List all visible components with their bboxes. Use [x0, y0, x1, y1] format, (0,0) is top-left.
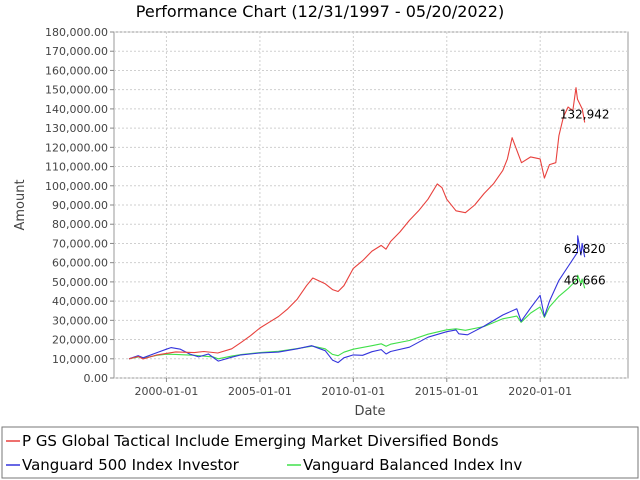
x-tick-label: 2020-01-01 [508, 385, 572, 398]
legend-label: Vanguard Balanced Index Inv [303, 456, 522, 474]
y-tick-label: 150,000.00 [45, 84, 108, 97]
y-tick-label: 60,000.00 [52, 257, 108, 270]
y-tick-label: 160,000.00 [45, 64, 108, 77]
y-tick-label: 170,000.00 [45, 45, 108, 58]
y-tick-label: 10,000.00 [52, 353, 108, 366]
series-line-2 [128, 235, 586, 364]
y-axis-ticks: 0.00 10,000.00 20,000.00 30,000.00 40,000.00… [45, 26, 114, 385]
y-tick-label: 20,000.00 [52, 334, 108, 347]
end-labels: 46,666 62,820 132,942 [560, 107, 610, 287]
y-tick-label: 50,000.00 [52, 276, 108, 289]
y-tick-label: 80,000.00 [52, 218, 108, 231]
legend-label: Vanguard 500 Index Investor [22, 456, 240, 474]
series-lines [128, 87, 586, 364]
y-tick-label: 110,000.00 [45, 161, 108, 174]
x-axis-ticks: 2000-01-01 2005-01-01 2010-01-01 2015-01-01… [134, 378, 572, 398]
end-value-label: 132,942 [560, 107, 610, 121]
y-tick-label: 90,000.00 [52, 199, 108, 212]
y-tick-label: 120,000.00 [45, 141, 108, 154]
y-tick-label: 30,000.00 [52, 314, 108, 327]
y-axis-label: Amount [13, 179, 28, 230]
y-tick-label: 0.00 [84, 372, 109, 385]
y-tick-label: 180,000.00 [45, 26, 108, 39]
legend-item-series-2: Vanguard 500 Index Investor [6, 456, 240, 474]
end-value-label: 62,820 [564, 242, 606, 256]
chart-title: Performance Chart (12/31/1997 - 05/20/20… [136, 2, 504, 21]
x-axis-label: Date [354, 404, 385, 419]
x-tick-label: 2005-01-01 [228, 385, 292, 398]
x-tick-label: 2010-01-01 [321, 385, 385, 398]
legend-box [1, 426, 639, 479]
series-line-1 [128, 87, 586, 360]
x-tick-label: 2000-01-01 [134, 385, 198, 398]
y-tick-label: 130,000.00 [45, 122, 108, 135]
legend-label: P GS Global Tactical Include Emerging Ma… [22, 432, 499, 450]
legend-item-series-3: Vanguard Balanced Index Inv [287, 456, 522, 474]
y-tick-label: 100,000.00 [45, 180, 108, 193]
legend-item-series-1: P GS Global Tactical Include Emerging Ma… [6, 432, 499, 450]
x-tick-label: 2015-01-01 [415, 385, 479, 398]
y-tick-label: 70,000.00 [52, 237, 108, 250]
series-line-3 [128, 274, 586, 360]
grid-lines [114, 31, 628, 379]
y-tick-label: 140,000.00 [45, 103, 108, 116]
y-tick-label: 40,000.00 [52, 295, 108, 308]
end-value-label: 46,666 [564, 273, 606, 287]
